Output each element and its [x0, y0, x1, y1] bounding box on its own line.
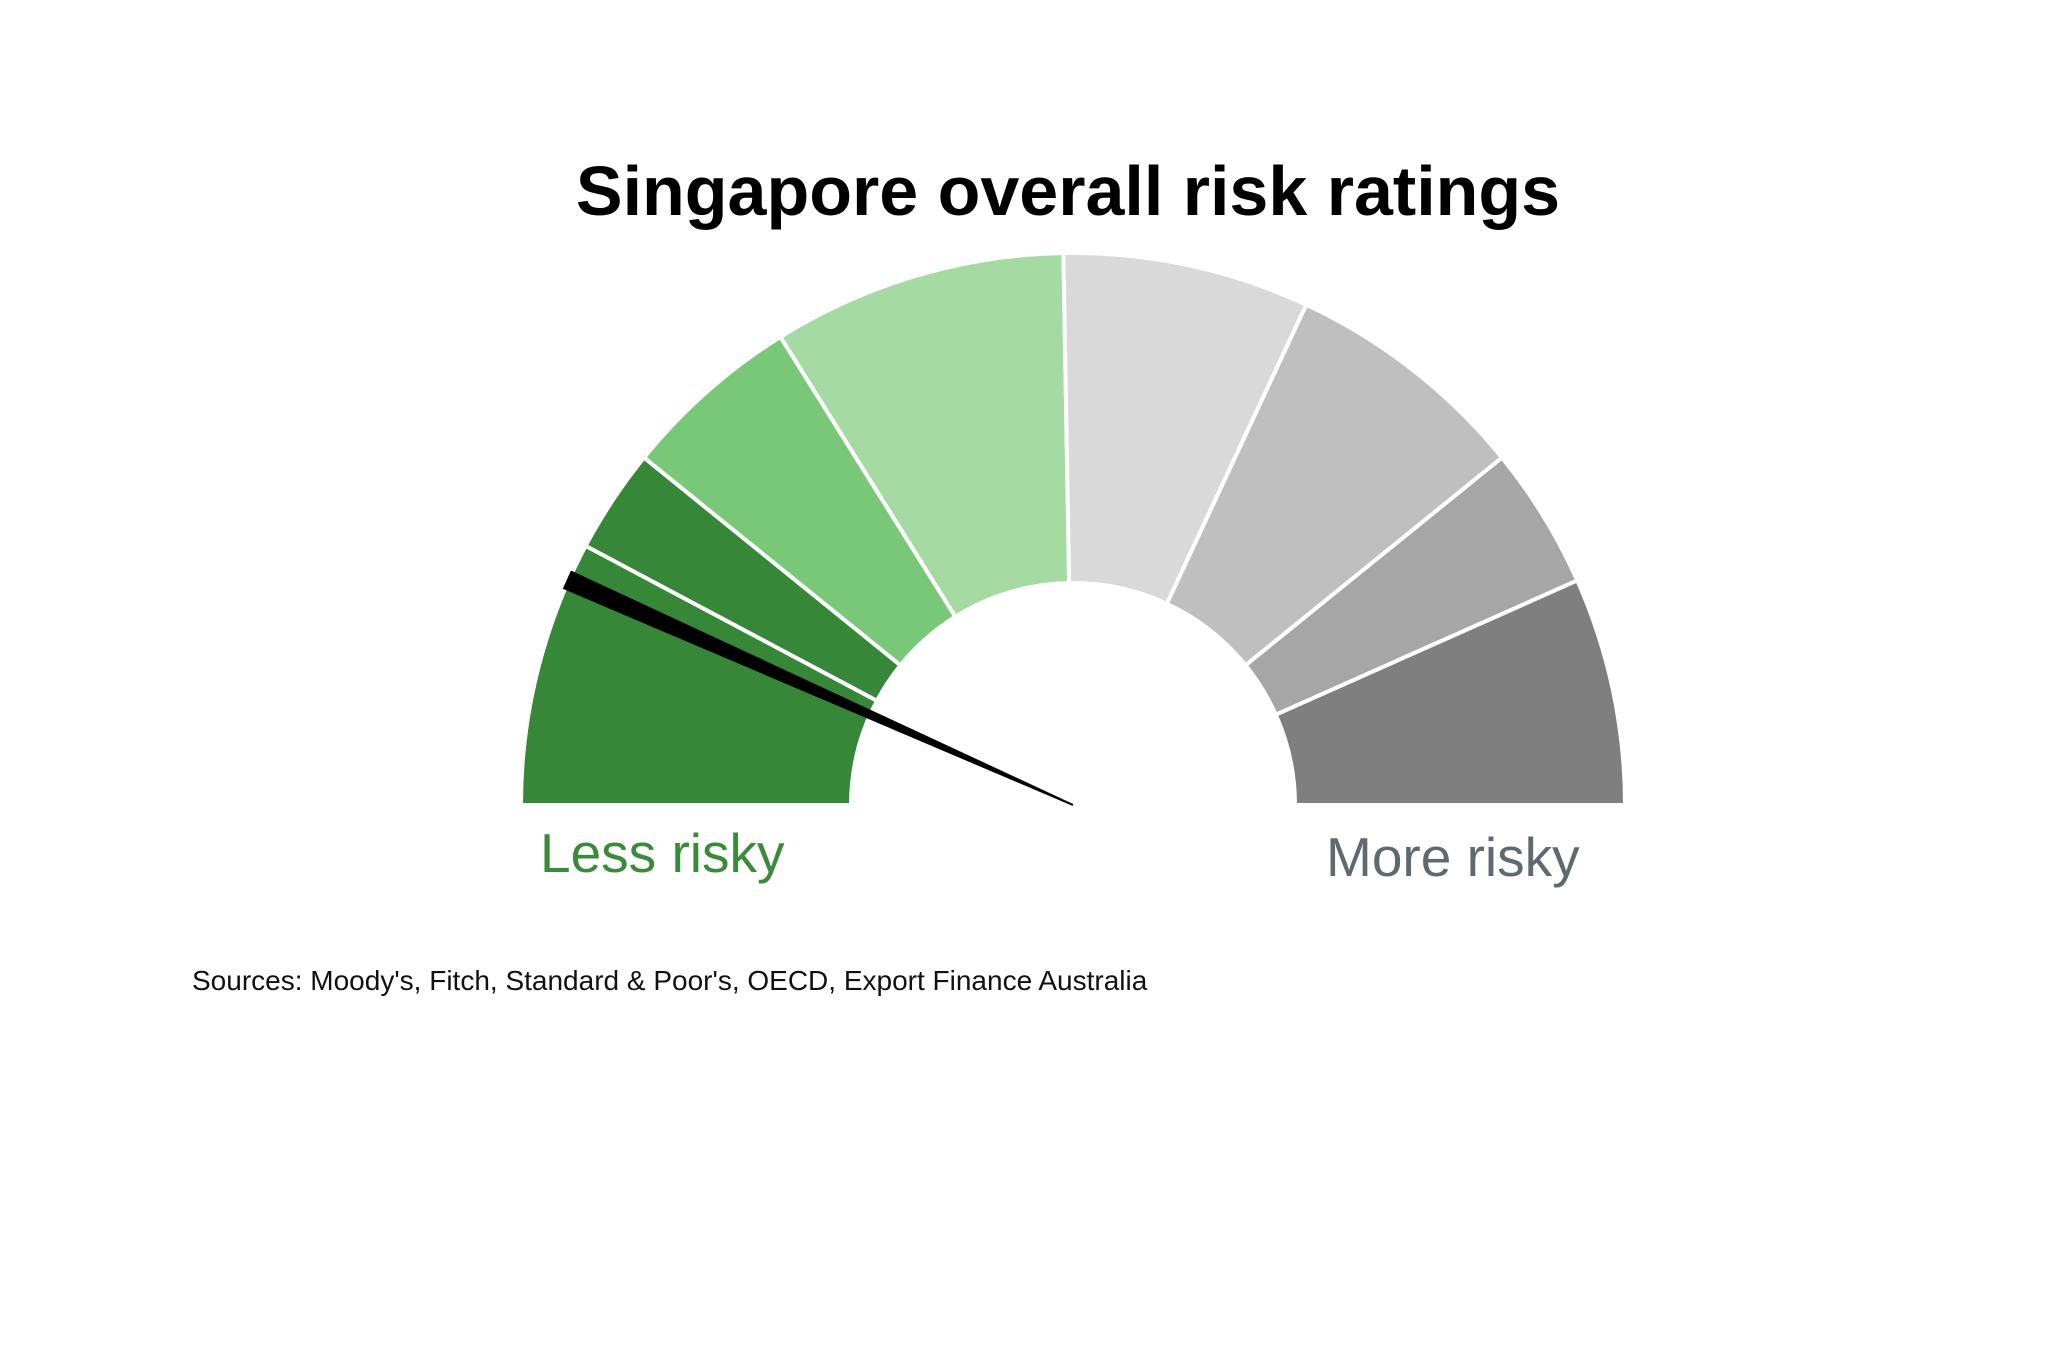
gauge-band-1	[518, 543, 880, 807]
gauge-bands	[518, 251, 1628, 807]
more-risky-label: More risky	[1326, 826, 1580, 888]
source-note: Sources: Moody's, Fitch, Standard & Poor…	[192, 965, 1148, 996]
gauge-needle-group	[562, 570, 1074, 806]
gauge-band-8	[1273, 577, 1628, 807]
less-risky-label: Less risky	[540, 822, 785, 884]
gauge-band-4	[777, 251, 1072, 620]
chart-title: Singapore overall risk ratings	[575, 152, 1561, 230]
gauge-needle	[562, 570, 1074, 806]
